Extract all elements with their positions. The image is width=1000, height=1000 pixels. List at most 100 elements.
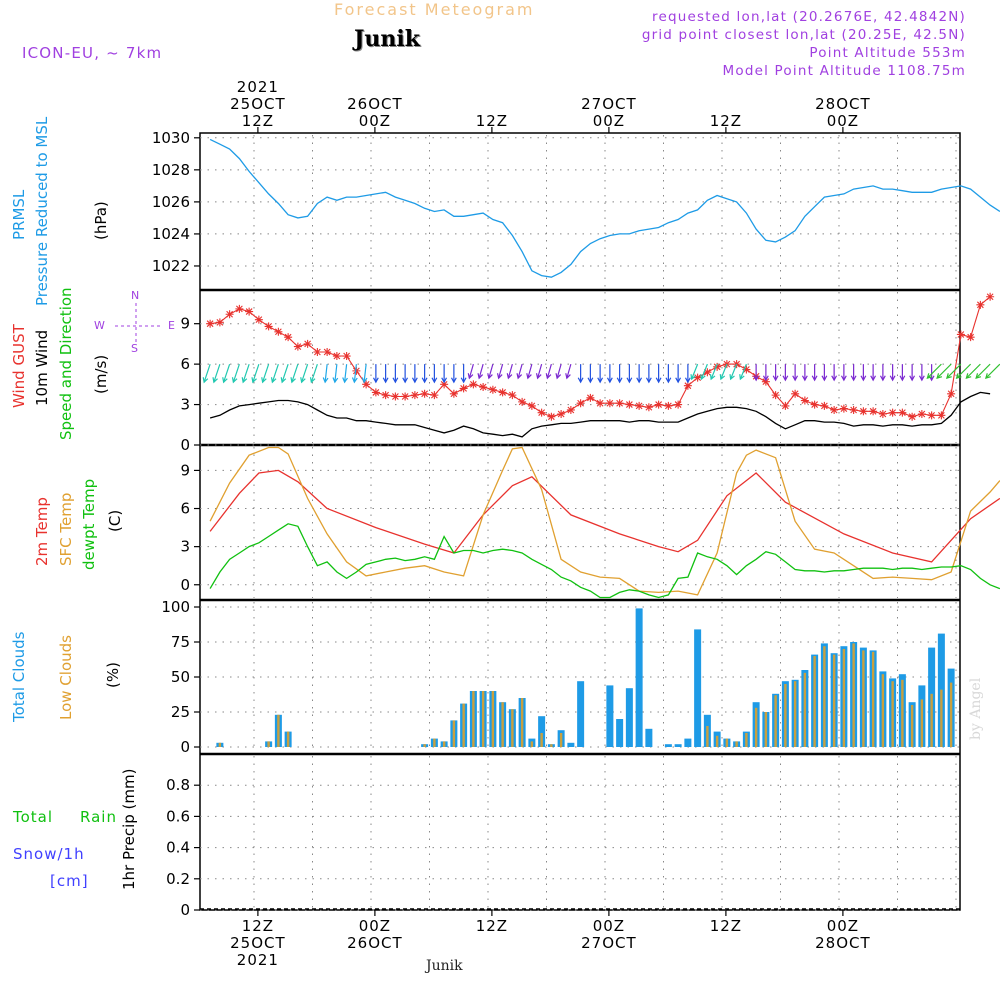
wind-direction-arrow <box>281 363 289 383</box>
wind-direction-arrow <box>213 363 221 383</box>
wind-arrow-head <box>516 373 523 380</box>
wind-arrow-head <box>840 375 847 382</box>
plot-frame <box>199 132 961 911</box>
gust-marker <box>284 333 293 342</box>
wind-direction-arrow <box>956 363 972 379</box>
wind-direction-arrow <box>252 363 260 383</box>
snow-label: Snow/1h <box>13 845 85 863</box>
gust-marker <box>966 333 975 342</box>
wind-arrow-head <box>241 377 248 384</box>
low-cloud-bar <box>286 731 290 747</box>
low-cloud-bar <box>530 741 534 747</box>
wind-direction-arrow <box>242 363 250 383</box>
wind-direction-arrow <box>926 363 942 379</box>
gust-marker <box>898 408 907 417</box>
wind-arrow-head <box>467 373 474 380</box>
gust-marker <box>488 385 497 394</box>
wind-arrow-head <box>918 375 925 382</box>
wind-arrow-head <box>926 373 933 380</box>
gust-marker <box>235 304 244 313</box>
wind-arrow-head <box>202 377 209 384</box>
gust-marker <box>615 399 624 408</box>
wind-arrow-head <box>719 374 726 381</box>
x-tick-label-bottom: 27OCT <box>581 934 637 952</box>
wind-direction-arrow <box>498 363 504 379</box>
wind-direction-arrow <box>301 363 309 383</box>
y-tick-label: 0 <box>180 901 190 919</box>
wind-arrow-head <box>665 377 672 384</box>
gust-marker <box>586 393 595 402</box>
wind-arrow-head <box>506 373 513 380</box>
wind-arrow-head <box>684 377 691 384</box>
low-cloud-bar <box>277 714 280 747</box>
wind-arrow-head <box>636 377 643 384</box>
x-tick-label-top: 00Z <box>827 112 859 130</box>
wind-arrow-head <box>421 377 428 384</box>
gust-marker <box>849 405 858 414</box>
wind-arrow-head <box>280 377 287 384</box>
y-tick-label: 9 <box>180 315 190 333</box>
wind-arrow-head <box>222 377 228 384</box>
gust-marker <box>469 380 478 389</box>
gust-marker <box>791 389 800 398</box>
x-tick-label-bottom: 26OCT <box>347 934 403 952</box>
compass-n: N <box>131 289 140 302</box>
wind-arrow-head <box>441 377 448 384</box>
gust-marker <box>254 315 263 324</box>
y-tick-label: 1022 <box>152 257 190 275</box>
low-cloud-bar <box>725 738 729 747</box>
wind-arrow-head <box>975 373 982 380</box>
gust-marker <box>518 397 527 406</box>
gust-marker <box>391 392 400 401</box>
low-cloud-bar <box>559 733 563 747</box>
gust-marker <box>781 401 790 410</box>
wind-direction-arrow <box>739 363 747 380</box>
wind-arrow-head <box>909 375 916 382</box>
low-cloud-bar <box>862 650 865 747</box>
gust-marker <box>703 368 712 377</box>
wind-arrow-head <box>792 375 799 382</box>
y-tick-label: 1024 <box>152 225 190 243</box>
wind-direction-arrow <box>730 363 738 380</box>
wind-arrow-head <box>690 374 696 381</box>
low-cloud-bar <box>462 703 465 747</box>
wind-arrow-head <box>351 377 358 384</box>
gust-marker <box>674 400 683 409</box>
wind-direction-arrow <box>546 363 552 379</box>
y-tick-label: 9 <box>180 461 190 479</box>
wind-arrow-head <box>487 373 493 380</box>
low-cloud-bar <box>501 702 504 747</box>
gust-marker <box>644 403 653 412</box>
low-cloud-bar <box>442 741 446 747</box>
x-tick-label-bottom: 00Z <box>359 917 391 935</box>
total-cloud-bar <box>635 608 643 747</box>
wind-direction-arrow <box>271 363 279 383</box>
y-tick-label: 0 <box>180 576 190 594</box>
wind-arrow-head <box>626 377 633 384</box>
wind-arrow-head <box>616 377 623 384</box>
wind-direction-arrow <box>975 363 991 379</box>
total-cloud-bar <box>674 744 682 747</box>
low-cloud-bar <box>423 744 426 747</box>
gust-marker <box>342 352 351 361</box>
gust-marker <box>605 399 614 408</box>
gust-marker <box>352 366 361 375</box>
low-cloud-bar <box>793 681 797 747</box>
pressure-line <box>209 138 1000 278</box>
gust-marker <box>654 400 663 409</box>
wind-arrow-head <box>850 375 857 382</box>
wind-arrow-head <box>212 377 218 384</box>
model-label: ICON-EU, ~ 7km <box>22 44 163 62</box>
gust-marker <box>888 408 897 417</box>
low-cloud-bar <box>910 705 914 747</box>
wind-arrow-head <box>496 373 503 380</box>
y-tick-label: 1028 <box>152 161 190 179</box>
wind-arrow-head <box>700 374 706 381</box>
total-cloud-bar <box>645 728 653 747</box>
wind-arrow-head <box>526 373 532 380</box>
low-cloud-bar <box>540 733 543 747</box>
gust-marker <box>401 392 410 401</box>
wind-arrow-head <box>782 375 789 382</box>
wind-arrow-head <box>535 373 542 380</box>
